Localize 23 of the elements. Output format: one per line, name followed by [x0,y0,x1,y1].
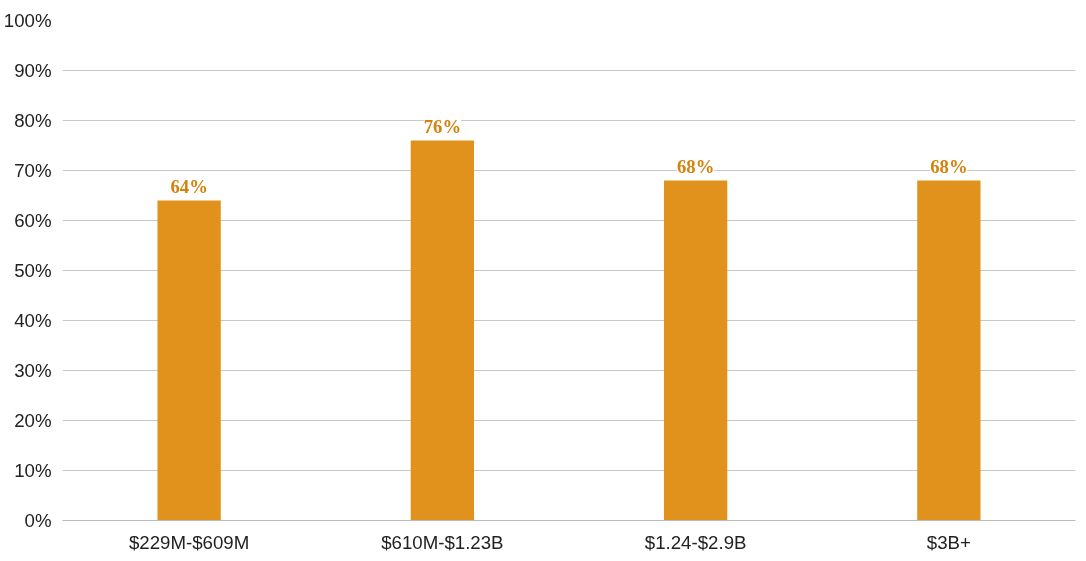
data-label: 68% [676,155,715,177]
y-tick-label: 50% [14,260,52,281]
bar [917,180,981,521]
y-tick-label: 0% [24,510,52,531]
x-tick-label: $610M-$1.23B [381,531,504,553]
bar [663,180,728,521]
x-tick-label: $1.24-$2.9B [644,531,747,553]
y-tick-label: 80% [14,110,52,131]
y-tick-label: 90% [14,60,52,81]
y-tick-label: 60% [14,210,52,231]
x-tick-label: $3B+ [926,531,971,553]
data-label: 76% [423,115,462,137]
y-tick-label: 20% [14,410,52,431]
bar [157,200,221,521]
bar [410,140,475,521]
y-tick-label: 40% [14,310,52,331]
data-label: 64% [170,175,208,197]
data-label: 68% [930,155,968,177]
y-tick-label: 70% [14,160,52,181]
y-tick-label: 10% [14,460,52,481]
y-tick-label: 30% [14,360,52,381]
x-tick-label: $229M-$609M [128,531,250,553]
y-tick-label: 100% [3,10,52,31]
